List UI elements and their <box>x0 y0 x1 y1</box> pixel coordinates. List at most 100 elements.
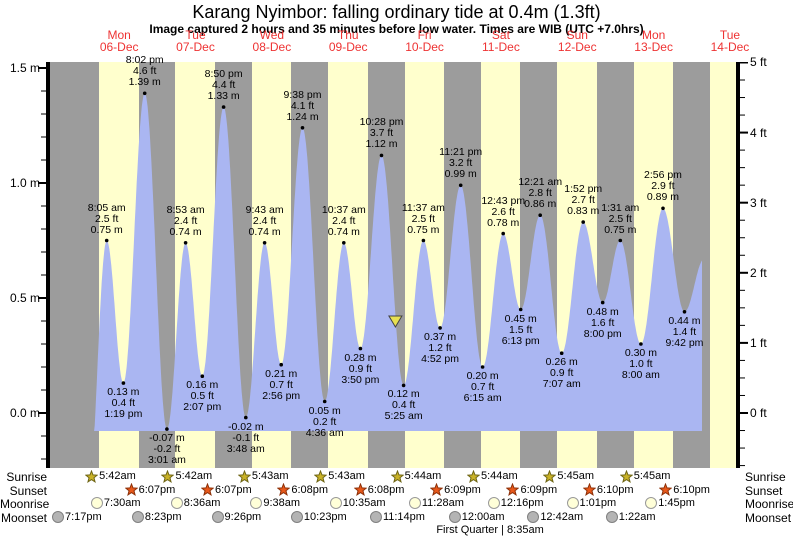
tide-annotation-low: 0.45 m 1.5 ft 6:13 pm <box>501 312 540 347</box>
moonset-icon <box>605 510 618 523</box>
astro-time-label: 6:09pm <box>444 483 481 496</box>
axis-tick-right <box>740 97 745 99</box>
axis-tick-right <box>740 430 745 432</box>
axis-tick-right <box>740 412 748 414</box>
tide-point-dot <box>279 362 284 367</box>
moonset-icon <box>448 510 461 523</box>
row-label-moonset: Moonset <box>745 510 792 525</box>
axis-tick-right <box>740 114 745 116</box>
axis-tick-right <box>740 62 748 64</box>
sunrise-icon <box>161 469 175 483</box>
axis-tick-left <box>41 343 46 345</box>
row-label-sunrise: Sunrise <box>6 470 47 484</box>
tide-point-dot <box>682 310 687 314</box>
axis-tick-left <box>41 251 46 253</box>
sunset-event: 6:08pm <box>277 483 328 497</box>
tide-annotation-low: 0.28 m 0.9 ft 3:50 pm <box>341 351 380 386</box>
day-label: Tue 07-Dec <box>176 28 215 54</box>
tide-annotation-low: 0.26 m 0.9 ft 7:07 am <box>542 356 581 391</box>
tide-annotation-high: 1:52 pm 2.7 ft 0.83 m <box>564 183 603 218</box>
tide-point-dot <box>104 238 109 243</box>
tide-annotation-low: 0.30 m 1.0 ft 8:00 am <box>621 347 660 381</box>
tide-curve <box>87 93 703 432</box>
tide-annotation-low: 0.20 m 0.7 ft 6:15 am <box>463 370 502 404</box>
axis-label-left: 1.5 m <box>9 61 40 75</box>
tide-point-dot <box>480 365 485 369</box>
moonrise-icon <box>329 497 342 509</box>
moonrise-icon <box>408 497 421 509</box>
moonset-event: 10:23pm <box>290 510 347 524</box>
row-label-moonset: Moonset <box>0 510 47 525</box>
axis-left <box>46 62 50 468</box>
tide-point-dot <box>342 241 346 245</box>
axis-tick-left <box>41 113 46 115</box>
axis-tick-left <box>41 274 46 276</box>
day-label: Thu 09-Dec <box>328 28 368 54</box>
axis-tick-right <box>740 167 745 169</box>
tide-annotation-high: 8:05 am 2.5 ft 0.75 m <box>87 201 126 236</box>
tide-point-dot <box>142 91 147 96</box>
moonset-event: 7:17pm <box>51 510 102 524</box>
moonrise-event: 10:35am <box>329 496 386 510</box>
axis-tick-left <box>41 389 46 391</box>
axis-tick-right <box>740 359 745 361</box>
astro-time-label: 10:35am <box>342 497 386 509</box>
axis-label-right: 0 ft <box>750 406 767 420</box>
astro-time-label: 5:45am <box>633 470 671 482</box>
sunset-icon <box>200 483 214 496</box>
axis-tick-left <box>41 435 46 437</box>
sunrise-icon <box>466 469 480 483</box>
astro-time-label: 6:08pm <box>291 483 329 496</box>
astro-time-label: 12:16pm <box>500 497 544 509</box>
current-tide-marker <box>388 315 403 328</box>
moonset-icon <box>527 510 540 523</box>
sunset-icon <box>277 483 291 496</box>
tide-annotation-high: 9:43 am 2.4 ft 0.74 m <box>245 203 284 238</box>
tide-point-dot <box>183 241 188 245</box>
axis-tick-left <box>41 205 46 207</box>
tide-point-dot <box>262 241 267 245</box>
moonrise-event: 11:28am <box>408 496 464 510</box>
axis-tick-right <box>740 184 745 186</box>
sunrise-icon <box>619 469 633 483</box>
sunrise-icon <box>314 469 328 483</box>
axis-label-right: 5 ft <box>750 55 767 70</box>
astro-time-label: 8:23pm <box>144 510 182 523</box>
moonset-event: 12:42am <box>527 510 583 524</box>
axis-tick-right <box>740 149 745 151</box>
axis-tick-right <box>740 219 745 221</box>
axis-tick-right <box>740 254 745 256</box>
axis-tick-left <box>41 136 46 138</box>
axis-tick-right <box>740 465 745 467</box>
axis-tick-left <box>41 90 46 92</box>
axis-tick-left <box>41 159 46 161</box>
astro-time-label: 6:07pm <box>138 483 176 496</box>
tide-point-dot <box>661 206 665 211</box>
astro-time-label: 6:09pm <box>520 483 558 496</box>
tide-annotation-high: 8:53 am 2.4 ft 0.74 m <box>166 203 205 238</box>
tide-annotation-low: -0.07 m -0.2 ft 3:01 am <box>147 432 186 467</box>
tide-annotation-high: 9:38 pm 4.1 ft 1.24 m <box>283 88 322 123</box>
tide-curve-svg <box>38 62 748 468</box>
axis-label-right: 1 ft <box>750 335 767 350</box>
tide-annotation-high: 11:37 am 2.5 ft 0.75 m <box>401 201 445 236</box>
sunrise-event: 5:42am <box>161 469 212 483</box>
sunset-icon <box>353 483 367 496</box>
axis-tick-right <box>740 447 745 449</box>
tide-annotation-high: 12:21 am 2.8 ft 0.86 m <box>518 176 563 211</box>
sunset-icon <box>506 483 520 496</box>
sunrise-icon <box>543 469 557 483</box>
row-label-moonrise: Moonrise <box>0 497 50 511</box>
tide-point-dot <box>200 374 205 379</box>
tide-annotation-low: 0.05 m 0.2 ft 4:36 am <box>305 404 344 439</box>
tide-point-dot <box>538 213 542 217</box>
daylight-band <box>710 62 736 468</box>
row-label-sunset: Sunset <box>745 483 783 498</box>
tide-annotation-low: 0.16 m 0.5 ft 2:07 pm <box>183 379 222 414</box>
tide-annotation-high: 10:28 pm 3.7 ft 1.12 m <box>359 116 404 151</box>
axis-tick-right <box>740 377 745 379</box>
moonrise-event: 1:01pm <box>566 496 616 510</box>
axis-label-right: 3 ft <box>750 195 767 210</box>
astro-time-label: 6:08pm <box>367 483 405 496</box>
moonrise-event: 7:30am <box>90 496 141 510</box>
